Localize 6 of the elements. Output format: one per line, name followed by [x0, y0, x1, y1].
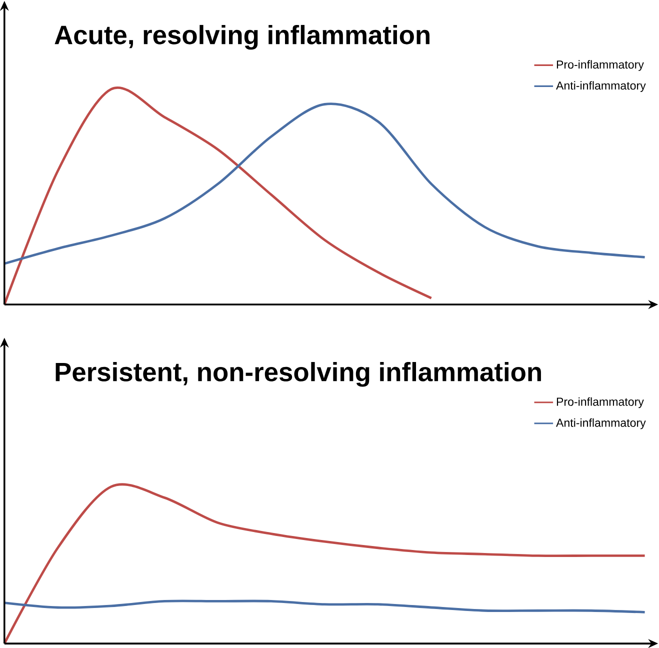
chart-title: Persistent, non-resolving inflammation — [56, 362, 541, 387]
legend-label: Pro-inflammatory — [556, 60, 644, 71]
legend-label: Anti-inflammatory — [556, 81, 646, 92]
legend-label: Pro-inflammatory — [556, 397, 644, 408]
legend-label: Anti-inflammatory — [556, 418, 646, 430]
chart-title: Acute, resolving inflammation — [54, 24, 430, 50]
